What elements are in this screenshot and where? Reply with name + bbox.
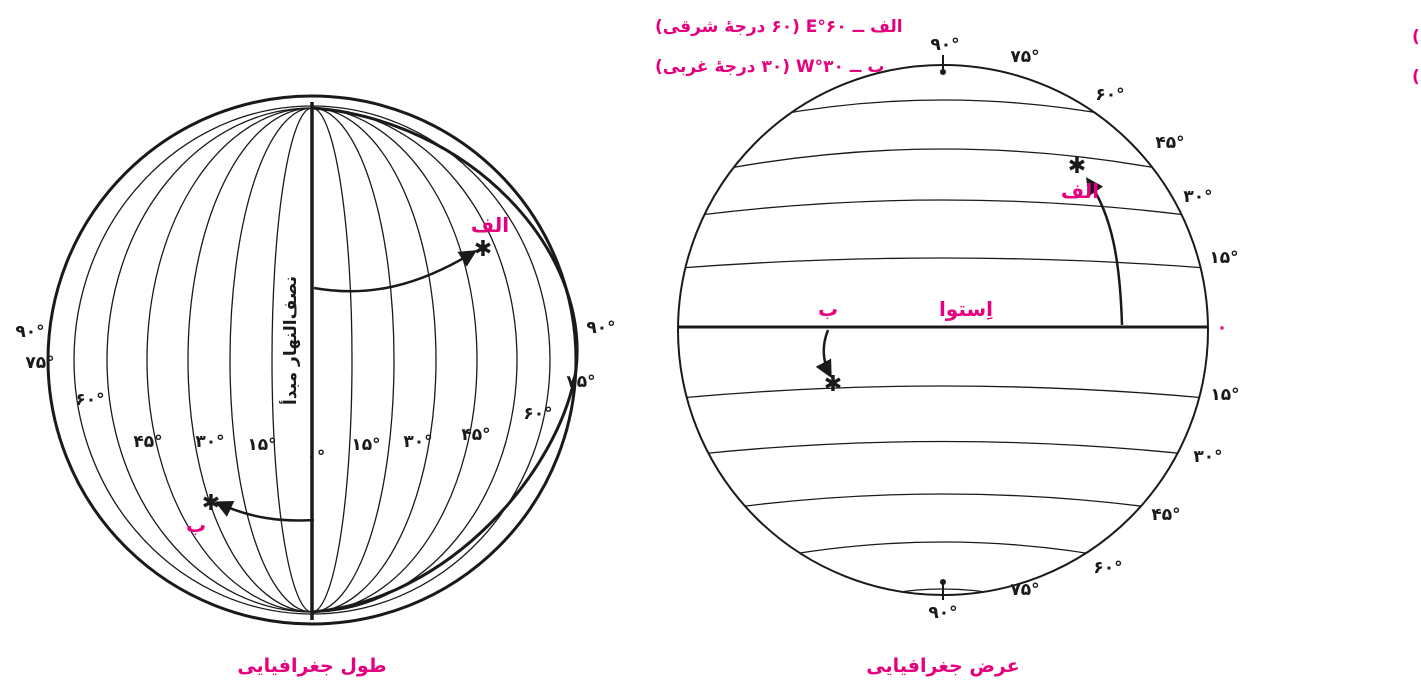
latitude-legend-a: الف ــ N°۴۵ (۴۵ درجهٔ شمالی) — [1412, 27, 1421, 47]
outer-meridian-right — [311, 106, 579, 614]
latitude-tick: ۳۰° — [1183, 187, 1212, 207]
parallel-line — [759, 541, 1127, 561]
longitude-edge-tick: ۹۰° — [15, 322, 44, 342]
latitude-tick: ۱۵° — [1209, 248, 1238, 268]
latitude-tick-zero: ۰ — [1217, 317, 1228, 338]
longitude-tick: ۱۵° — [351, 435, 380, 455]
arrow-to-latitude-point-a — [1086, 177, 1124, 326]
latitude-tick: ۶۰° — [1093, 558, 1122, 578]
parallel-line — [689, 440, 1197, 456]
latitude-tick: ۴۵° — [1151, 505, 1180, 525]
latitude-caption: عرض جغرافیایی — [866, 655, 1019, 677]
longitude-tick: ۰° — [307, 447, 326, 467]
longitude-edge-tick: ۹۰° — [586, 318, 615, 338]
longitude-globe: ✱ ✱ الف ب نصف‌النهار مبدأ ۴۵° ۳۰° ۱۵° ۰°… — [15, 17, 902, 677]
longitude-legend-a: الف ــ E°۶۰ (۶۰ درجهٔ شرقی) — [655, 17, 903, 37]
longitude-caption: طول جغرافیایی — [237, 655, 386, 677]
point-a-star-icon: ✱ — [474, 237, 492, 262]
longitude-tick: ۴۵° — [133, 432, 162, 452]
longitude-tick: ۳۰° — [403, 432, 432, 452]
latitude-point-a-star-icon: ✱ — [1068, 154, 1086, 179]
latitude-tick: ۴۵° — [1155, 133, 1184, 153]
arrow-to-latitude-point-b — [815, 329, 832, 379]
parallel-line — [679, 385, 1207, 399]
point-b-star-icon: ✱ — [202, 491, 220, 516]
latitude-point-b-star-icon: ✱ — [824, 372, 842, 397]
longitude-point-b-label: ب — [186, 513, 206, 537]
longitude-edge-tick: ۷۵° — [25, 353, 54, 373]
latitude-globe-outline — [677, 64, 1209, 596]
longitude-tick: ۴۵° — [461, 425, 490, 445]
longitude-legend-b: ب ــ W°۳۰ (۳۰ درجهٔ غربی) — [655, 57, 884, 77]
parallel-line — [679, 257, 1207, 269]
longitude-edge-tick: ۶۰° — [75, 390, 104, 410]
longitude-point-a-label: الف — [471, 213, 509, 237]
arrow-to-point-b — [214, 501, 315, 522]
longitude-tick: ۳۰° — [195, 432, 224, 452]
longitude-tick: ۱۵° — [247, 435, 276, 455]
north-pole-dot — [940, 69, 946, 75]
parallel-line — [759, 99, 1127, 119]
prime-meridian-label: نصف‌النهار مبدأ — [279, 276, 301, 405]
parallel-line — [729, 148, 1157, 169]
latitude-point-a-label: الف — [1061, 179, 1099, 203]
parallel-line — [699, 199, 1187, 216]
arrow-to-point-a — [313, 250, 477, 293]
latitude-legend-b: ب ــ S°۱۵ (۱۵ درجهٔ جنوبی) — [1412, 67, 1421, 87]
longitude-edge-tick: ۷۵° — [566, 372, 595, 392]
longitude-edge-tick: ۶۰° — [523, 404, 552, 424]
latitude-tick: ۹۰° — [928, 603, 957, 623]
latitude-point-b-label: ب — [818, 297, 838, 321]
south-pole-dot — [940, 579, 946, 585]
latitude-globe: ✱ ✱ الف ب اِستوا ۹۰° ۷۵° ۶۰° ۴۵° ۳۰° ۱۵°… — [677, 27, 1421, 677]
latitude-tick: ۷۵° — [1010, 580, 1039, 600]
latitude-tick: ۹۰° — [930, 35, 959, 55]
latitude-tick: ۱۵° — [1210, 385, 1239, 405]
latitude-tick: ۷۵° — [1010, 47, 1039, 67]
equator-label: اِستوا — [939, 297, 993, 321]
latitude-tick: ۳۰° — [1193, 447, 1222, 467]
parallel-line — [714, 493, 1172, 511]
latitude-tick: ۶۰° — [1095, 85, 1124, 105]
